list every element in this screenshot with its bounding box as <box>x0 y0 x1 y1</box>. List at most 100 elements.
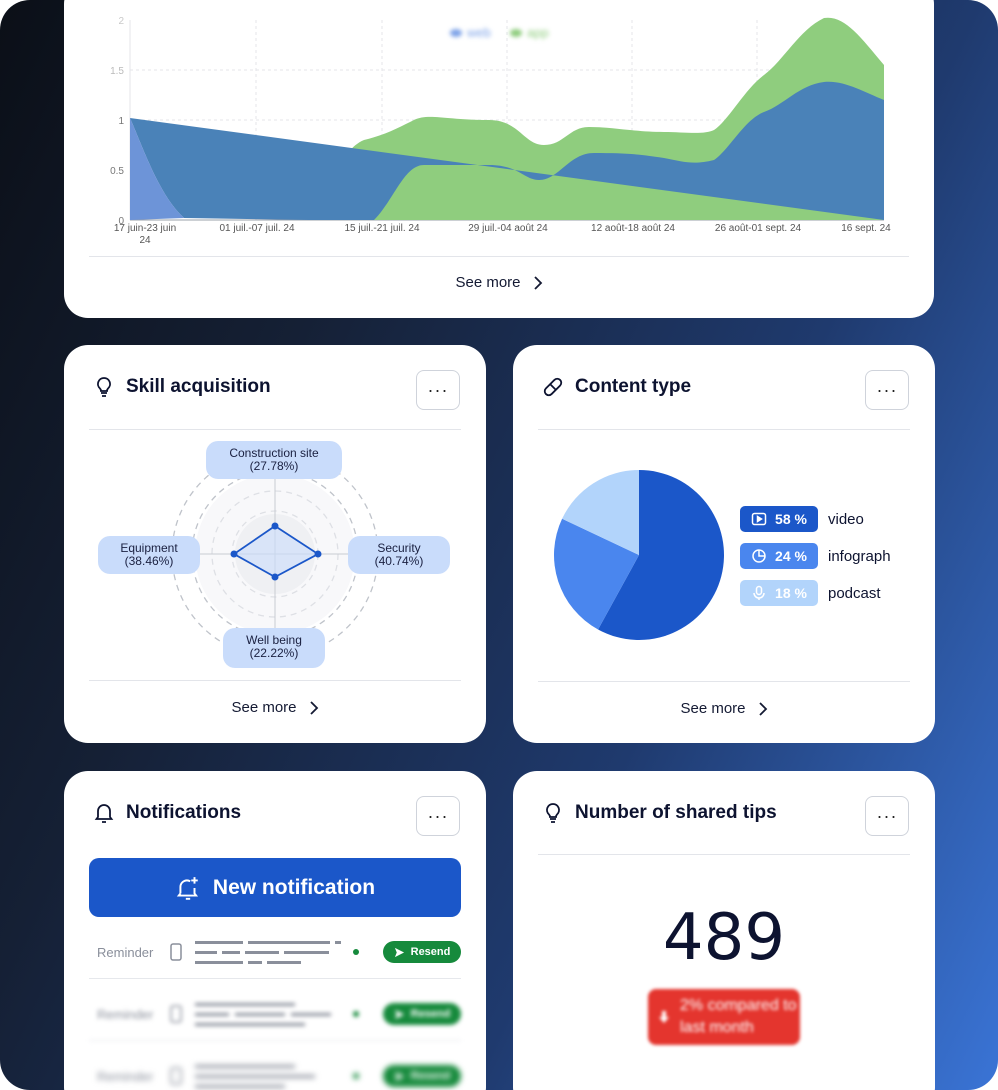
resend-button[interactable]: Resend <box>383 1003 461 1025</box>
percent-pill: 24 % <box>740 543 818 569</box>
lightbulb-icon <box>97 377 111 397</box>
percent-value: 18 % <box>775 585 807 601</box>
divider <box>538 681 910 682</box>
radar-point <box>230 550 238 558</box>
comparison-text: 2% compared to last month <box>680 997 797 1036</box>
radar-axis-value: (38.46%) <box>124 554 174 568</box>
legend-row-video: 58 % video <box>740 506 864 532</box>
more-options-button[interactable]: ··· <box>416 370 460 410</box>
notification-row: Reminder Resend <box>89 926 461 979</box>
divider <box>89 256 909 257</box>
more-options-button[interactable]: ··· <box>865 370 909 410</box>
card-title: Skill acquisition <box>92 375 271 399</box>
radar-axis-name: Equipment <box>120 541 178 555</box>
content-type-card: Content type ··· 58 % video 24 % infogra… <box>513 345 935 743</box>
see-more-link[interactable]: See more <box>513 700 935 717</box>
more-options-button[interactable]: ··· <box>865 796 909 836</box>
notifications-card: Notifications ··· New notification Remin… <box>64 771 486 1090</box>
bell-icon <box>94 804 114 823</box>
x-tick: 26 août-01 sept. 24 <box>714 223 802 234</box>
status-dot <box>353 1011 359 1017</box>
x-tick: 12 août-18 août 24 <box>591 223 675 234</box>
card-title-text: Content type <box>575 376 692 397</box>
message-placeholder <box>195 1003 331 1026</box>
see-more-link[interactable]: See more <box>64 274 934 291</box>
notification-type: Reminder <box>97 944 154 960</box>
lightbulb-icon <box>546 803 560 823</box>
message-placeholder <box>195 941 341 964</box>
notification-type: Reminder <box>97 1006 154 1022</box>
radar-label-security: Security (40.74%) <box>348 536 450 574</box>
card-title-text: Skill acquisition <box>126 376 271 397</box>
y-tick: 0 <box>118 216 124 227</box>
new-notification-button[interactable]: New notification <box>89 858 461 917</box>
send-icon <box>394 947 404 957</box>
pill-icon <box>543 377 563 397</box>
percent-value: 58 % <box>775 511 807 527</box>
divider <box>538 854 910 855</box>
more-options-button[interactable]: ··· <box>416 796 460 836</box>
x-tick: 16 sept. 24 <box>841 223 891 234</box>
radar-axis-name: Well being <box>246 633 302 647</box>
bell-plus-icon <box>176 876 198 900</box>
y-tick: 0.5 <box>110 166 124 177</box>
radar-label-equipment: Equipment (38.46%) <box>98 536 200 574</box>
mic-icon <box>753 585 765 600</box>
legend-label: video <box>828 510 864 528</box>
resend-button[interactable]: Resend <box>383 1065 461 1087</box>
see-more-label: See more <box>231 699 297 716</box>
phone-icon <box>170 1005 182 1023</box>
radar-axis-name: Security <box>377 541 421 555</box>
play-icon <box>751 512 767 526</box>
y-tick: 2 <box>118 16 124 27</box>
card-title: Content type <box>541 375 691 399</box>
card-title: Notifications <box>92 801 241 825</box>
divider <box>89 680 461 681</box>
send-icon <box>394 1071 404 1081</box>
phone-icon <box>170 943 182 961</box>
resend-label: Resend <box>410 1070 451 1082</box>
phone-icon <box>170 1067 182 1085</box>
x-tick: 15 juil.-21 juil. 24 <box>344 223 420 234</box>
arrow-down-icon <box>659 1011 669 1023</box>
x-tick: 01 juil.-07 juil. 24 <box>219 223 295 234</box>
legend-row-infograph: 24 % infograph <box>740 543 891 569</box>
chevron-right-icon <box>533 275 542 290</box>
legend-app: app <box>527 25 549 40</box>
see-more-link[interactable]: See more <box>64 699 486 716</box>
status-dot <box>353 1073 359 1079</box>
content-pie-chart <box>554 470 724 640</box>
chart-icon <box>752 549 766 563</box>
notification-row: Reminder Resend <box>89 1050 461 1090</box>
legend-label: podcast <box>828 584 881 602</box>
see-more-label: See more <box>680 700 746 717</box>
percent-value: 24 % <box>775 548 807 564</box>
radar-axis-value: (22.22%) <box>249 646 299 660</box>
pie-slice-podcast <box>562 470 639 555</box>
skill-radar-chart <box>171 450 379 658</box>
radar-label-construction: Construction site (27.78%) <box>206 441 342 479</box>
percent-pill: 18 % <box>740 580 818 606</box>
pie-slice-video <box>598 470 724 640</box>
percent-pill: 58 % <box>740 506 818 532</box>
resend-button[interactable]: Resend <box>383 941 461 963</box>
y-tick: 1.5 <box>110 66 124 77</box>
card-title-text: Notifications <box>126 802 242 823</box>
comparison-badge: 2% compared to last month <box>648 989 800 1045</box>
radar-axis-value: (27.78%) <box>249 459 299 473</box>
x-tick: 17 juin-23 juin 24 <box>113 223 177 246</box>
card-title: Number of shared tips <box>541 801 777 825</box>
shared-tips-card: Number of shared tips ··· 489 2% compare… <box>513 771 935 1090</box>
traffic-area-chart: 0 0.5 1 1.5 2 web app <box>110 16 884 227</box>
resend-label: Resend <box>410 1008 451 1020</box>
radar-axis-value: (40.74%) <box>374 554 424 568</box>
see-more-label: See more <box>455 274 521 291</box>
traffic-card: 0 0.5 1 1.5 2 web app 17 juin-23 juin 24… <box>64 0 934 318</box>
divider <box>89 429 461 430</box>
radar-point <box>271 522 279 530</box>
pie-slice-infograph <box>554 518 639 630</box>
series-web-area <box>130 81 884 220</box>
radar-label-wellbeing: Well being (22.22%) <box>223 628 325 668</box>
notification-row: Reminder Resend <box>89 988 461 1041</box>
